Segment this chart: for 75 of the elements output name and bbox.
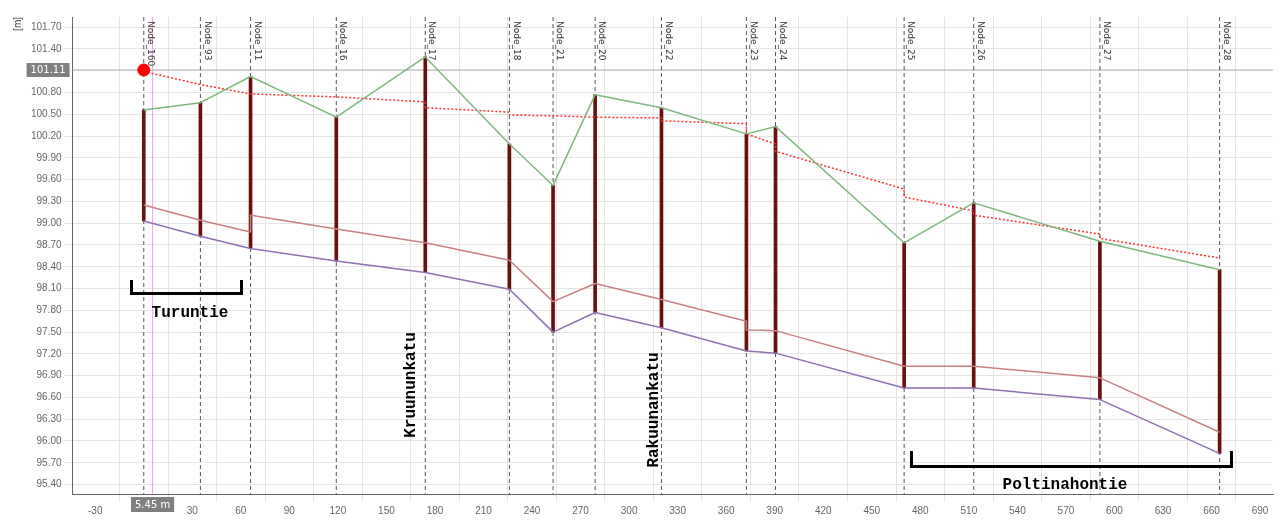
ref-line-label: Node_23: [748, 21, 759, 61]
y-tick-label: 101.40: [30, 42, 63, 54]
y-tick-label: 95.70: [36, 456, 63, 468]
ref-line-label: Node_18: [511, 21, 522, 61]
ref-line-label: Node_21: [555, 21, 566, 61]
ref-line-label: Node_26: [975, 21, 986, 61]
ref-line-label: 101.11: [30, 63, 66, 75]
x-tick-label: 450: [863, 504, 881, 516]
bar: [334, 116, 339, 262]
x-tick-label: 390: [766, 504, 784, 516]
ref-line-label: Node_28: [1221, 21, 1232, 61]
ref-line-label: Node_20: [597, 21, 608, 61]
bar: [971, 202, 976, 389]
y-tick-label: 97.80: [36, 304, 63, 316]
y-tick-label: 99.60: [36, 173, 63, 185]
x-tick-label: 300: [620, 504, 638, 516]
x-tick-label: 360: [717, 504, 735, 516]
ref-line-label: Node_16: [338, 21, 349, 61]
x-tick-label: 60: [235, 504, 247, 516]
ref-line-label: Node_17: [427, 21, 438, 61]
y-tick-label: 99.00: [36, 216, 63, 228]
x-tick-label: 570: [1057, 504, 1075, 516]
x-tick-label: 210: [475, 504, 493, 516]
y-tick-label: 99.30: [36, 195, 63, 207]
y-axis-title: [m]: [11, 16, 23, 31]
bar: [1098, 241, 1102, 400]
y-tick-label: 100.80: [30, 86, 63, 98]
ref-line-label: Node_22: [663, 21, 674, 61]
x-tick-label: 600: [1106, 504, 1124, 516]
x-tick-label: 630: [1154, 504, 1172, 516]
y-tick-label: 98.40: [36, 260, 63, 272]
y-tick-label: 101.70: [30, 20, 63, 32]
ref-line-label: Node_25: [906, 21, 917, 61]
bar: [423, 56, 428, 273]
ref-line-label: 5.45 m: [134, 498, 171, 510]
x-tick-label: 510: [960, 504, 978, 516]
x-tick-label: 30: [186, 504, 199, 516]
annotation: Turuntie: [151, 304, 229, 323]
bar: [141, 109, 146, 222]
annotation: Rakuunankatu: [645, 352, 664, 468]
y-tick-label: 99.90: [36, 151, 63, 163]
annotation: Kruununkatu: [402, 332, 421, 438]
x-tick-label: 660: [1203, 504, 1221, 516]
ref-line-label: Node_27: [1102, 21, 1113, 61]
x-tick-label: 180: [426, 504, 444, 516]
y-tick-label: 97.50: [36, 325, 63, 337]
y-tick-label: 96.00: [36, 434, 63, 446]
x-tick-label: 330: [669, 504, 687, 516]
ref-line-label: Node_11: [252, 21, 263, 61]
x-tick-label: 270: [572, 504, 590, 516]
y-tick-label: 100.50: [30, 108, 63, 120]
x-tick-label: -30: [88, 504, 103, 516]
bar: [902, 242, 906, 389]
x-tick-label: 420: [814, 504, 833, 516]
ref-line-label: Node_160: [145, 21, 156, 67]
bar: [593, 94, 597, 313]
y-tick-label: 96.90: [36, 369, 63, 381]
x-tick-label: 90: [283, 504, 296, 516]
x-tick-label: 120: [329, 504, 347, 516]
annotation: Poltinahontie: [1002, 476, 1128, 495]
x-tick-label: 240: [523, 504, 541, 516]
y-tick-label: 96.60: [36, 391, 63, 403]
y-tick-label: 96.30: [36, 412, 63, 424]
x-tick-label: 690: [1251, 504, 1269, 516]
y-tick-label: 100.20: [30, 129, 63, 141]
x-tick-label: 540: [1009, 504, 1027, 516]
x-tick-label: 150: [378, 504, 396, 516]
y-tick-label: 98.70: [36, 238, 63, 250]
bar: [551, 185, 555, 333]
ref-line-label: Node_93: [202, 21, 213, 61]
y-tick-label: 97.20: [36, 347, 63, 359]
y-tick-label: 95.40: [36, 478, 63, 490]
ref-line-label: Node_24: [777, 21, 788, 61]
x-tick-label: 480: [911, 504, 930, 516]
y-tick-label: 98.10: [36, 282, 63, 294]
